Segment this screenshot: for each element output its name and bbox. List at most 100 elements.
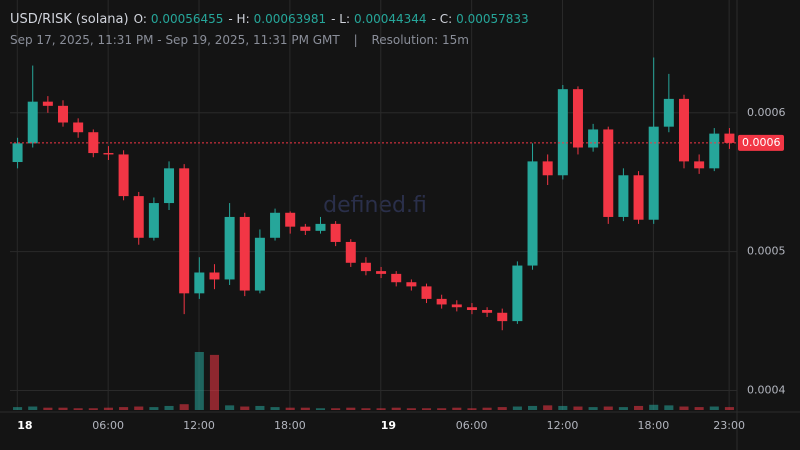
x-tick-label: 06:00 [92,419,124,432]
volume-bar [240,406,250,410]
volume-bar [194,352,204,410]
volume-bar [482,407,492,410]
y-tick-label: 0.0004 [747,384,786,397]
volume-bar [134,406,144,410]
volume-bar [331,408,341,410]
candle-body [497,312,508,322]
candle-body [588,129,599,148]
x-tick-label: 12:00 [183,419,215,432]
candle-body [103,153,114,155]
ohlc-value: 0.00063981 [254,12,327,26]
candle-body [285,212,296,227]
volume-bar [300,407,310,410]
candle-body [376,271,387,274]
candle-body [709,133,720,169]
header: USD/RISK (solana) O: 0.00056455 - H: 0.00063… [10,12,529,27]
plot: 0.0004 0.0005 0.0006 18 06:00 12:00 18:00 19 06:… [10,0,786,432]
symbol: USD/RISK (solana) [10,12,129,27]
ohlc-value: 0.00057833 [456,12,529,26]
candle-body [527,161,538,266]
candle-body [88,132,99,154]
x-tick-label: 19 [381,419,396,432]
candle-body [466,307,477,310]
volume-bar [497,407,507,410]
resolution: Resolution: 15m [371,33,469,47]
candle-body [179,168,190,294]
candle-body [451,304,462,308]
candle-body [27,101,38,144]
volume-bar [346,407,356,410]
candle-body [572,89,583,148]
candle-body [133,196,144,238]
candle-body [436,298,447,305]
candle-body [406,282,417,287]
candle-body [300,226,311,231]
volume-bar [285,407,295,410]
candle-body [648,126,659,220]
date-range: Sep 17, 2025, 11:31 PM - Sep 19, 2025, 1… [10,33,340,47]
volume-bar [512,406,522,410]
volume-bar [315,408,326,410]
volume-bar [225,405,235,410]
volume-bar [149,407,159,410]
subtitle: Sep 17, 2025, 11:31 PM - Sep 19, 2025, 1… [10,33,469,47]
candle-body [694,161,705,169]
x-tick-label: 06:00 [456,419,488,432]
volume-bar [618,407,628,410]
candle-body [164,168,175,204]
volume-bar [376,408,386,410]
candle-body [73,122,84,133]
candle-body [345,241,356,263]
candle-body [148,203,159,238]
candle-body [482,310,493,313]
candle-body [391,273,402,283]
volume-bar [558,405,568,410]
candle-body [633,175,644,220]
volume-bar [664,405,674,410]
candle-body [512,265,523,322]
candle-body [557,89,568,176]
volume-bar [255,405,265,410]
candle-body [254,237,265,291]
watermark: defined.fi [323,193,427,218]
ohlc-label: - H: [228,12,249,26]
candle-body [239,216,250,291]
volume-bar [179,404,189,410]
ohlc-value: 0.00056455 [151,12,224,26]
x-tick-label: 18 [17,419,32,432]
volume-bar [634,405,644,410]
ohlc-value: 0.00044344 [354,12,427,26]
volume-bar [73,408,83,410]
last-price-label: 0.0006 [742,136,781,149]
volume-bar [28,406,38,410]
candle-body [315,223,326,231]
volume-bar [164,405,174,410]
last-price-tag [738,134,784,151]
volume-bar [437,408,447,410]
candle-body [618,175,629,217]
volume-bar [421,408,432,410]
volume-bar [270,407,280,410]
volume-bar [391,407,401,410]
volume-bar [527,405,538,410]
candle-body [42,101,53,106]
ohlc-label: - C: [432,12,453,26]
candle-body [603,129,614,217]
ohlc-label: - L: [331,12,350,26]
candle-body [270,212,281,238]
volume-bar [724,407,734,410]
volume-bar [452,407,462,410]
candle-body [542,161,553,176]
volume-bar [406,408,416,410]
separator: | [354,33,358,47]
x-tick-label: 18:00 [274,419,306,432]
candle-body [58,105,69,123]
volume-bar [58,407,68,410]
x-tick-label: 12:00 [547,419,579,432]
x-tick-label: 18:00 [638,419,670,432]
volume-bar [603,406,613,410]
ohlc-label: O: [134,12,147,26]
y-tick-label: 0.0006 [747,106,786,119]
candle-body [663,98,674,127]
